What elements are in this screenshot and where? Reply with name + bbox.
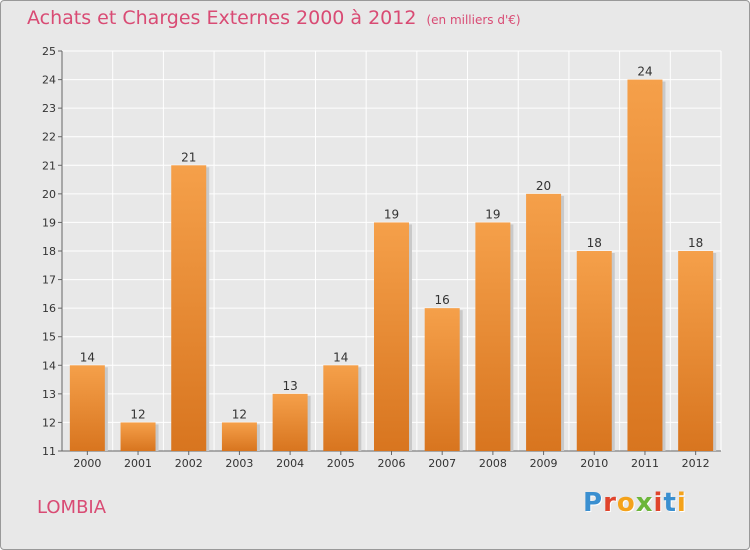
chart-unit: (en milliers d'€)	[426, 13, 521, 27]
x-tick-label: 2006	[378, 457, 406, 470]
x-tick-label: 2007	[428, 457, 456, 470]
x-tick-label: 2012	[682, 457, 710, 470]
x-tick-label: 2001	[124, 457, 152, 470]
data-label: 21	[181, 150, 196, 164]
y-tick-label: 17	[42, 274, 56, 287]
y-tick-label: 19	[42, 216, 56, 229]
x-tick-label: 2003	[225, 457, 253, 470]
y-tick-label: 23	[42, 102, 56, 115]
x-tick-label: 2010	[580, 457, 608, 470]
y-tick-label: 22	[42, 131, 56, 144]
data-label: 16	[435, 293, 450, 307]
logo-letter: t	[663, 488, 677, 518]
x-tick-label: 2004	[276, 457, 304, 470]
x-tick-label: 2008	[479, 457, 507, 470]
logo-letter: P	[583, 488, 604, 518]
y-tick-label: 18	[42, 245, 56, 258]
x-tick-label: 2002	[175, 457, 203, 470]
bar-2006	[374, 222, 409, 451]
y-tick-label: 24	[42, 74, 56, 87]
x-tick-label: 2009	[530, 457, 558, 470]
y-tick-label: 14	[42, 359, 56, 372]
bar-2000	[69, 365, 105, 451]
chart-title: Achats et Charges Externes 2000 à 2012 (e…	[27, 7, 521, 29]
data-label: 18	[587, 236, 602, 250]
logo-letter: o	[616, 488, 636, 518]
bar-2004	[272, 393, 308, 451]
x-tick-label: 2000	[73, 457, 101, 470]
y-tick-label: 21	[42, 159, 56, 172]
data-label: 24	[637, 65, 652, 79]
bar-2002	[171, 165, 207, 452]
y-tick-label: 16	[42, 302, 56, 315]
y-tick-label: 12	[42, 416, 56, 429]
data-label: 14	[80, 350, 95, 364]
y-tick-label: 11	[42, 445, 56, 458]
y-tick-label: 13	[42, 388, 56, 401]
data-label: 19	[485, 207, 500, 221]
bar-2005	[323, 365, 359, 451]
bar-2008	[475, 222, 511, 451]
labels: 11 12 13 14 15 16 17 18 19 20 21 22 23 24 25 14 2000 12 20…	[42, 45, 710, 470]
data-label: 20	[536, 179, 551, 193]
data-label: 12	[130, 407, 145, 421]
chart-title-text: Achats et Charges Externes 2000 à 2012	[27, 7, 417, 29]
data-label: 19	[384, 207, 399, 221]
data-label: 14	[333, 350, 348, 364]
y-tick-label: 15	[42, 331, 56, 344]
bars	[69, 79, 717, 452]
logo-letter: i	[676, 488, 687, 518]
bar-2001	[120, 422, 156, 451]
bar-2010	[576, 251, 612, 451]
bar-2003	[221, 422, 257, 451]
logo-letter: r	[603, 488, 617, 518]
bar-2012	[678, 251, 714, 451]
logo-letter: i	[653, 488, 664, 518]
data-label: 12	[232, 407, 247, 421]
proxiti-logo: Proxiti	[583, 488, 687, 518]
bar-2011	[627, 79, 663, 452]
x-tick-label: 2005	[327, 457, 355, 470]
bar-2009	[526, 193, 562, 451]
y-tick-label: 25	[42, 45, 56, 58]
commune-name: LOMBIA	[37, 497, 107, 518]
data-label: 18	[688, 236, 703, 250]
y-tick-label: 20	[42, 188, 56, 201]
bar-2007	[424, 308, 460, 451]
x-tick-label: 2011	[631, 457, 659, 470]
data-label: 13	[282, 379, 297, 393]
logo-letter: x	[635, 488, 654, 518]
